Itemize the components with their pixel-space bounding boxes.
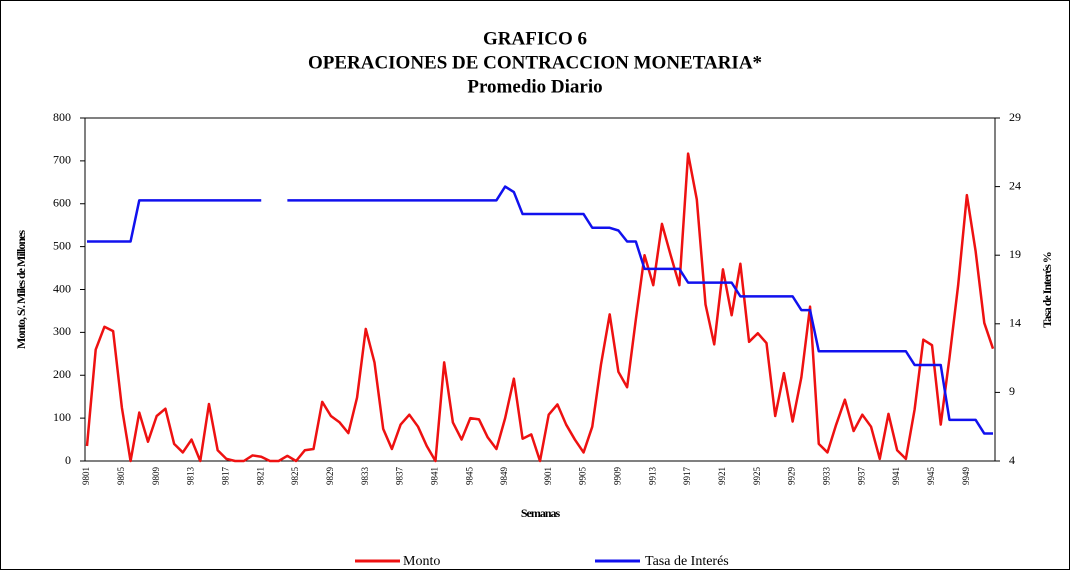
series-line: [87, 185, 993, 435]
x-tick-label: 9805: [116, 467, 126, 486]
chart-title: GRAFICO 6: [483, 28, 587, 49]
y2-tick-label: 4: [1009, 453, 1015, 467]
x-tick-label: 9913: [647, 467, 657, 486]
x-tick-label: 9925: [752, 467, 762, 486]
x-tick-label: 9821: [255, 467, 265, 485]
x-tick-label: 9917: [682, 467, 692, 486]
y2-axis-title: Tasa de Interés %: [1040, 252, 1054, 328]
x-tick-label: 9945: [926, 467, 936, 486]
x-tick-label: 9905: [578, 467, 588, 486]
x-tick-label: 9929: [787, 467, 797, 486]
x-tick-label: 9809: [151, 467, 161, 486]
x-tick-label: 9837: [395, 467, 405, 486]
x-tick-label: 9933: [822, 467, 832, 486]
y-tick-label: 600: [53, 196, 71, 210]
x-tick-label: 9949: [961, 467, 971, 486]
y2-tick-label: 9: [1009, 384, 1015, 398]
x-tick-label: 9833: [360, 467, 370, 486]
x-tick-label: 9901: [543, 467, 553, 485]
y-tick-label: 100: [53, 410, 71, 424]
y-tick-label: 400: [53, 281, 71, 295]
x-tick-label: 9921: [717, 467, 727, 485]
y2-tick-label: 29: [1009, 110, 1021, 124]
y-tick-label: 300: [53, 324, 71, 338]
x-axis-title: Semanas: [521, 506, 561, 520]
y-tick-label: 0: [65, 453, 71, 467]
y-axis-title: Monto, S/. Miles de Millones: [14, 230, 28, 349]
y2-tick-label: 24: [1009, 178, 1021, 192]
x-tick-label: 9845: [464, 467, 474, 486]
x-tick-label: 9801: [81, 467, 91, 485]
x-tick-label: 9813: [186, 467, 196, 486]
x-tick-label: 9941: [891, 467, 901, 485]
legend-label: Tasa de Interés: [645, 554, 729, 569]
y-tick-label: 500: [53, 238, 71, 252]
legend-label: Monto: [403, 554, 440, 569]
chart-subtitle: OPERACIONES DE CONTRACCION MONETARIA*: [308, 52, 762, 73]
x-tick-label: 9849: [499, 467, 509, 486]
y2-tick-label: 19: [1009, 247, 1021, 261]
series-line: [85, 152, 995, 463]
x-tick-label: 9817: [220, 467, 230, 486]
x-tick-label: 9937: [856, 467, 866, 486]
y-tick-label: 800: [53, 110, 71, 124]
x-tick-label: 9909: [612, 467, 622, 486]
x-tick-label: 9829: [325, 467, 335, 486]
y-tick-label: 700: [53, 153, 71, 167]
chart-subtitle: Promedio Diario: [467, 76, 602, 97]
y2-tick-label: 14: [1009, 316, 1021, 330]
x-tick-label: 9841: [430, 467, 440, 485]
y-tick-label: 200: [53, 367, 71, 381]
x-tick-label: 9825: [290, 467, 300, 486]
